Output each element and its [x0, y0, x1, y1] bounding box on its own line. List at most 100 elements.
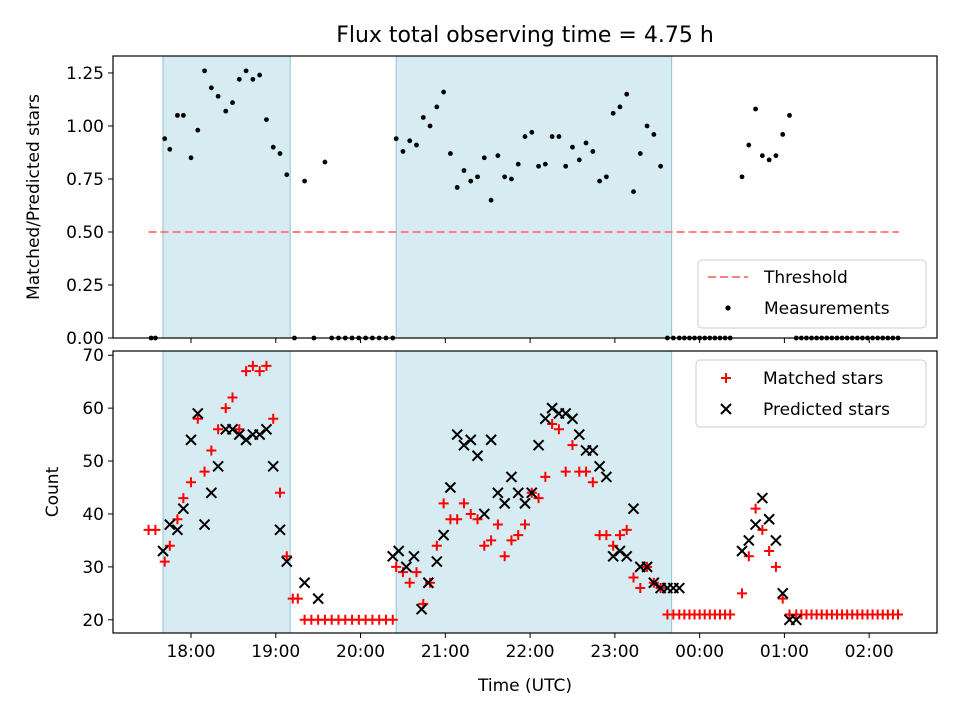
measurement-point — [549, 134, 555, 139]
measurement-point — [576, 157, 582, 163]
x-tick-label: 22:00 — [506, 642, 555, 662]
bottom-shaded-spans — [162, 350, 673, 634]
x-tick-label: 19:00 — [251, 642, 300, 662]
predicted-star-point — [492, 487, 504, 499]
predicted-star-point — [770, 534, 782, 547]
matched-star-point — [292, 593, 303, 604]
measurement-point — [495, 153, 501, 159]
bottom-y-axis-label: Count — [43, 466, 63, 517]
predicted-star-point — [573, 428, 585, 441]
measurement-point — [230, 100, 235, 106]
predicted-star-point — [400, 561, 413, 573]
top-axes-frame — [112, 55, 938, 339]
bottom-y-tick-label: 70 — [82, 346, 104, 366]
measurement-point — [468, 178, 474, 184]
measurement-point — [746, 142, 752, 148]
predicted-star-point — [233, 428, 246, 441]
measurement-point — [651, 132, 657, 137]
measurement-point — [475, 174, 480, 180]
predicted-star-point — [451, 428, 463, 441]
observing-window-2 — [395, 55, 673, 339]
matched-star-point — [628, 572, 639, 583]
predicted-star-point — [444, 481, 457, 494]
matched-star-point — [725, 609, 736, 620]
predicted-star-point — [777, 587, 789, 600]
measurement-point — [780, 132, 786, 137]
x-tick-label: 00:00 — [675, 642, 724, 662]
matched-star-point — [281, 551, 292, 562]
predicted-star-point — [512, 487, 524, 499]
measurement-point — [631, 189, 636, 195]
top-shaded-spans — [162, 55, 673, 339]
top-y-ticks: 0.00 0.25 0.50 0.75 1.00 1.25 — [66, 64, 113, 349]
predicted-star-point — [763, 513, 775, 525]
matched-star-point — [275, 487, 286, 498]
measurement-point — [488, 197, 494, 203]
measurement-point — [563, 163, 569, 169]
measurement-point — [250, 76, 256, 82]
predicted-star-point — [437, 529, 450, 541]
measurement-point — [454, 185, 460, 190]
predicted-star-point — [260, 423, 273, 436]
measurement-point — [583, 140, 589, 146]
measurement-point — [407, 138, 413, 144]
measurement-point — [284, 172, 290, 178]
matched-star-point — [391, 561, 402, 572]
measurement-point — [603, 174, 609, 180]
measurement-point — [167, 146, 173, 152]
matched-star-point — [178, 493, 189, 504]
measurements-legend-swatch — [725, 305, 731, 311]
matched-star-point — [506, 535, 517, 546]
predicted-star-point — [312, 592, 324, 605]
matched-star-point — [387, 614, 398, 625]
matched-star-point — [757, 524, 768, 535]
matched-star-point — [601, 530, 612, 541]
measurement-point — [208, 85, 214, 91]
figure-title: Flux total observing time = 4.75 h — [336, 23, 714, 48]
matched-star-point — [635, 583, 646, 594]
matched-star-point — [150, 524, 161, 535]
measurement-point — [570, 144, 575, 150]
matched-star-point — [743, 551, 754, 562]
matched-star-point — [567, 440, 578, 451]
top-y-tick-label: 1.00 — [66, 117, 104, 137]
bottom-y-tick-label: 50 — [82, 452, 104, 472]
predicted-star-point — [240, 434, 252, 446]
top-y-axis-label: Matched/Predicted stars — [24, 94, 44, 300]
matched-star-point — [159, 556, 170, 567]
bottom-x-ticks: 18:00 19:00 20:00 21:00 22:00 23:00 00:00 01:00… — [166, 633, 894, 662]
predicted-star-point — [267, 460, 279, 473]
measurement-point — [509, 176, 514, 182]
matched-star-point — [499, 551, 510, 562]
matched-star-point — [241, 366, 252, 377]
x-tick-label: 02:00 — [845, 642, 894, 662]
predicted-star-point — [532, 439, 545, 451]
predicted-star-point — [600, 471, 613, 483]
predicted-star-point — [641, 561, 653, 573]
observing-window-1 — [162, 55, 291, 339]
predicted-star-point — [422, 577, 435, 589]
predicted-star-point — [253, 428, 266, 441]
predicted-star-point — [212, 460, 224, 473]
matched-star-point — [533, 493, 544, 504]
measurement-point — [536, 163, 541, 169]
predicted-star-point — [587, 444, 599, 457]
bottom-y-tick-label: 60 — [82, 399, 104, 419]
predicted-star-point — [392, 545, 405, 557]
measurement-point — [180, 112, 186, 118]
measurement-point — [610, 110, 616, 116]
matched-star-point — [458, 498, 469, 509]
predicted-star-point — [177, 502, 190, 515]
top-legend-box — [697, 259, 927, 329]
measurement-point — [529, 129, 535, 135]
predicted-star-point — [621, 550, 633, 562]
matched-star-point — [425, 577, 436, 588]
matched-star-point — [247, 360, 258, 371]
measurement-point — [427, 123, 433, 129]
measurement-point — [441, 89, 447, 95]
matched-star-point — [893, 609, 904, 620]
predicted-star-point — [593, 460, 606, 473]
matched-stars-points — [143, 360, 904, 625]
measurement-point — [202, 68, 207, 74]
measurement-point — [766, 157, 772, 163]
